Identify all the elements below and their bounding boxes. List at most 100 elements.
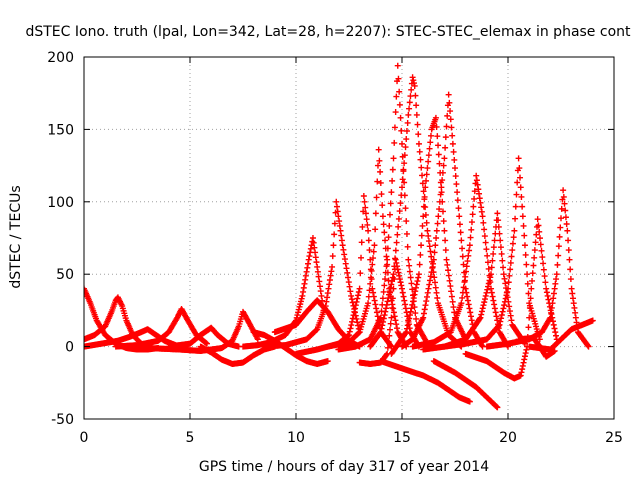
data-point <box>444 261 451 268</box>
data-point <box>373 305 380 312</box>
data-point <box>460 261 467 268</box>
data-point <box>550 290 557 297</box>
plot-frame <box>83 56 615 420</box>
data-point <box>421 193 428 200</box>
data-point <box>345 279 352 286</box>
data-point <box>413 111 420 118</box>
data-point <box>381 282 388 289</box>
data-point <box>491 237 498 244</box>
data-point <box>342 260 349 267</box>
data-point <box>441 227 448 234</box>
data-point <box>351 308 358 315</box>
data-point <box>517 372 524 379</box>
data-point <box>446 99 453 106</box>
data-point <box>331 231 338 238</box>
data-point <box>518 369 525 376</box>
data-point <box>566 256 573 263</box>
data-point <box>482 239 489 246</box>
data-point <box>478 308 485 315</box>
data-point <box>299 292 306 299</box>
y-tick-label: 200 <box>47 50 74 66</box>
series-6 <box>144 308 261 354</box>
data-point <box>473 172 480 179</box>
data-point <box>367 280 374 287</box>
data-point <box>476 190 483 197</box>
data-point <box>565 247 572 254</box>
data-point <box>443 256 450 263</box>
data-point <box>488 289 495 296</box>
data-point <box>449 132 456 139</box>
data-point <box>408 280 415 287</box>
data-point <box>416 261 423 268</box>
data-point <box>297 301 304 308</box>
data-point <box>397 200 404 207</box>
data-point <box>481 299 488 306</box>
data-point <box>518 193 525 200</box>
data-point <box>350 312 357 319</box>
data-point <box>427 248 434 255</box>
data-point <box>513 191 520 198</box>
data-point <box>548 304 555 311</box>
data-point <box>475 186 482 193</box>
data-point <box>431 274 438 281</box>
data-point <box>484 286 491 293</box>
data-point <box>531 254 538 261</box>
data-point <box>480 302 487 309</box>
data-point <box>408 305 415 312</box>
data-point <box>386 222 393 229</box>
data-point <box>405 256 412 263</box>
data-point <box>370 289 377 296</box>
series-23 <box>441 155 543 350</box>
data-point <box>455 205 462 212</box>
data-point <box>423 171 430 178</box>
data-point <box>421 306 428 313</box>
data-point <box>485 265 492 272</box>
data-point <box>528 285 535 292</box>
data-point <box>397 279 404 286</box>
data-point <box>404 119 411 126</box>
data-point <box>499 257 506 264</box>
data-point <box>407 274 414 281</box>
data-point <box>519 213 526 220</box>
data-point <box>349 318 356 325</box>
data-point <box>314 263 321 270</box>
data-point <box>419 180 426 187</box>
data-point <box>305 256 312 263</box>
data-point <box>485 280 492 287</box>
data-point <box>300 284 307 291</box>
data-point <box>394 266 401 273</box>
data-point <box>306 253 313 260</box>
data-point <box>534 216 541 223</box>
series-14 <box>335 62 431 353</box>
data-point <box>408 86 415 93</box>
data-point <box>396 276 403 283</box>
data-point <box>429 264 436 271</box>
series-27 <box>526 317 596 353</box>
data-point <box>417 251 424 258</box>
data-point <box>550 321 557 328</box>
data-point <box>309 235 316 241</box>
data-point <box>364 221 371 228</box>
data-point <box>372 210 379 217</box>
data-point <box>383 253 390 260</box>
data-point <box>353 298 360 305</box>
data-point <box>406 105 413 112</box>
data-point <box>419 222 426 229</box>
data-point <box>422 184 429 191</box>
data-point <box>498 312 505 319</box>
data-point <box>465 252 472 259</box>
data-point <box>295 309 302 316</box>
data-point <box>433 227 440 234</box>
data-point <box>481 233 488 240</box>
data-point <box>523 346 530 353</box>
data-point <box>406 268 413 275</box>
data-point <box>466 242 473 249</box>
data-point <box>396 101 403 108</box>
data-point <box>347 325 354 332</box>
data-point <box>372 226 379 233</box>
data-point <box>476 195 483 202</box>
data-point <box>490 244 497 251</box>
data-point <box>434 294 441 301</box>
data-point <box>462 273 469 280</box>
data-point <box>310 239 317 246</box>
